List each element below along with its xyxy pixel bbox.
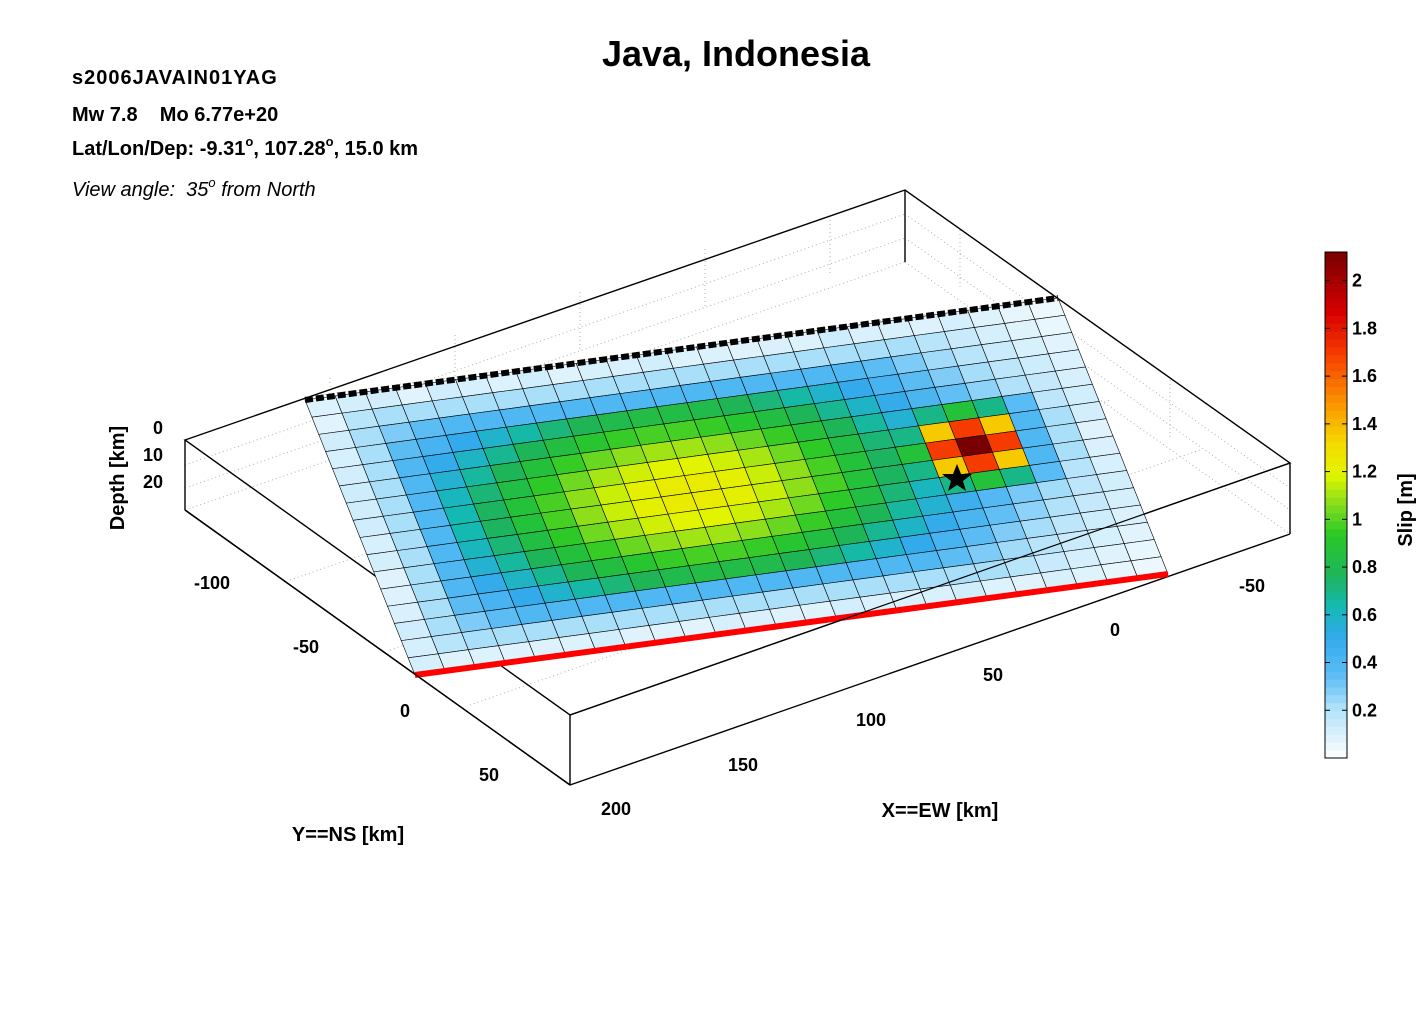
colorbar-tick-label: 1.8	[1352, 318, 1377, 338]
x-tick-label: 0	[1110, 620, 1120, 640]
colorbar-step	[1325, 537, 1347, 546]
colorbar-step	[1325, 276, 1347, 285]
z-tick-label: 10	[143, 445, 163, 465]
colorbar-step	[1325, 292, 1347, 301]
x-tick-label: 50	[983, 665, 1003, 685]
x-tick-label: 200	[601, 799, 631, 819]
colorbar-step	[1325, 592, 1347, 601]
z-axis-label: Depth [km]	[107, 426, 129, 530]
colorbar-step	[1325, 576, 1347, 585]
colorbar-tick-label: 1	[1352, 509, 1362, 529]
colorbar-step	[1325, 284, 1347, 293]
colorbar-step	[1325, 679, 1347, 688]
colorbar-step	[1325, 347, 1347, 356]
y-tick-label: -100	[194, 573, 230, 593]
colorbar-step	[1325, 323, 1347, 332]
y-axis-label: Y==NS [km]	[292, 824, 404, 846]
colorbar-step	[1325, 260, 1347, 269]
x-tick-label: 150	[728, 755, 758, 775]
colorbar-step	[1325, 410, 1347, 419]
colorbar-step	[1325, 339, 1347, 348]
colorbar-step	[1325, 552, 1347, 561]
colorbar-step	[1325, 521, 1347, 530]
colorbar-step	[1325, 363, 1347, 372]
colorbar-step	[1325, 379, 1347, 388]
colorbar-step	[1325, 465, 1347, 474]
colorbar-step	[1325, 505, 1347, 514]
colorbar-step	[1325, 418, 1347, 427]
colorbar-step	[1325, 371, 1347, 380]
colorbar-step	[1325, 386, 1347, 395]
colorbar-step	[1325, 742, 1347, 751]
colorbar-tick-label: 1.6	[1352, 366, 1377, 386]
colorbar-step	[1325, 426, 1347, 435]
colorbar-step	[1325, 647, 1347, 656]
colorbar-step	[1325, 639, 1347, 648]
colorbar-tick-label: 0.2	[1352, 700, 1377, 720]
fault-plane	[305, 298, 1168, 675]
colorbar-step	[1325, 434, 1347, 443]
colorbar-step	[1325, 560, 1347, 569]
colorbar-step	[1325, 497, 1347, 506]
colorbar-tick-label: 2	[1352, 271, 1362, 291]
colorbar-step	[1325, 726, 1347, 735]
colorbar-step	[1325, 268, 1347, 277]
colorbar-tick-label: 0.4	[1352, 653, 1377, 673]
colorbar-step	[1325, 473, 1347, 482]
colorbar-step	[1325, 489, 1347, 498]
colorbar-step	[1325, 545, 1347, 554]
colorbar-step	[1325, 584, 1347, 593]
colorbar-step	[1325, 529, 1347, 538]
colorbar-step	[1325, 513, 1347, 522]
colorbar-step	[1325, 616, 1347, 625]
colorbar-step	[1325, 331, 1347, 340]
y-tick-label: -50	[293, 637, 319, 657]
x-axis-label: X==EW [km]	[882, 800, 999, 822]
y-tick-label: 50	[479, 765, 499, 785]
colorbar-step	[1325, 299, 1347, 308]
event-id: s2006JAVAIN01YAG	[72, 67, 278, 89]
colorbar-step	[1325, 750, 1347, 759]
colorbar-step	[1325, 402, 1347, 411]
colorbar-tick-label: 0.8	[1352, 557, 1377, 577]
colorbar-step	[1325, 600, 1347, 609]
location-text: Lat/Lon/Dep: -9.31o, 107.28o, 15.0 km	[72, 134, 418, 160]
magnitude-text: Mw 7.8 Mo 6.77e+20	[72, 104, 278, 126]
colorbar-step	[1325, 711, 1347, 720]
x-tick-label: -50	[1239, 576, 1265, 596]
colorbar-step	[1325, 671, 1347, 680]
colorbar-step	[1325, 355, 1347, 364]
colorbar-step	[1325, 450, 1347, 459]
colorbar-step	[1325, 394, 1347, 403]
colorbar-tick-label: 1.2	[1352, 462, 1377, 482]
colorbar-tick-label: 0.6	[1352, 605, 1377, 625]
y-tick-label: 0	[400, 701, 410, 721]
colorbar-tick-label: 1.4	[1352, 414, 1377, 434]
colorbar-step	[1325, 632, 1347, 641]
z-axis-ticks: 0 10 20	[143, 418, 163, 492]
colorbar-step	[1325, 481, 1347, 490]
colorbar-step	[1325, 695, 1347, 704]
z-tick-label: 0	[153, 418, 163, 438]
colorbar-step	[1325, 315, 1347, 324]
view-angle-text: View angle: 35o from North	[72, 175, 316, 201]
chart-title: Java, Indonesia	[602, 33, 871, 74]
colorbar-step	[1325, 458, 1347, 467]
z-tick-label: 20	[143, 472, 163, 492]
colorbar-step	[1325, 624, 1347, 633]
colorbar-label: Slip [m]	[1395, 473, 1417, 546]
colorbar-step	[1325, 252, 1347, 261]
colorbar-step	[1325, 568, 1347, 577]
colorbar-step	[1325, 687, 1347, 696]
colorbar-step	[1325, 442, 1347, 451]
colorbar-step	[1325, 663, 1347, 672]
colorbar-step	[1325, 734, 1347, 743]
colorbar-step	[1325, 307, 1347, 316]
colorbar-step	[1325, 718, 1347, 727]
x-tick-label: 100	[856, 710, 886, 730]
